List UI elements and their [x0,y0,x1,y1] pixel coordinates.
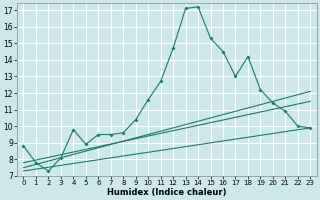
X-axis label: Humidex (Indice chaleur): Humidex (Indice chaleur) [107,188,227,197]
